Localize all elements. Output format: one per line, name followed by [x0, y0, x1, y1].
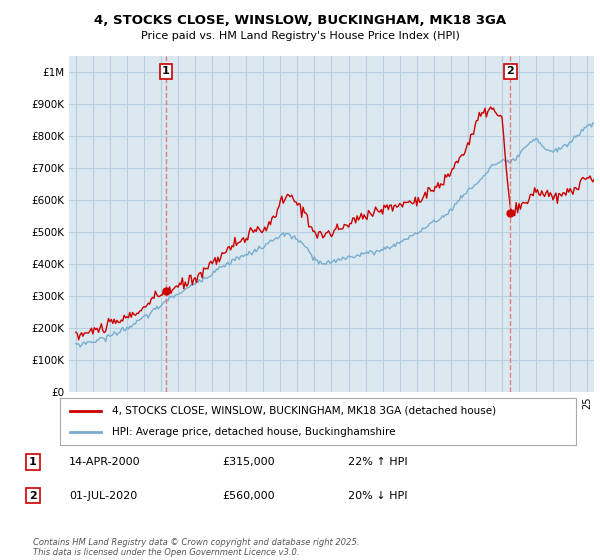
Text: 4, STOCKS CLOSE, WINSLOW, BUCKINGHAM, MK18 3GA (detached house): 4, STOCKS CLOSE, WINSLOW, BUCKINGHAM, MK… [112, 406, 496, 416]
Text: £560,000: £560,000 [222, 491, 275, 501]
Text: 1: 1 [162, 66, 170, 76]
Text: 2: 2 [29, 491, 37, 501]
Text: 4, STOCKS CLOSE, WINSLOW, BUCKINGHAM, MK18 3GA: 4, STOCKS CLOSE, WINSLOW, BUCKINGHAM, MK… [94, 14, 506, 27]
Text: 1: 1 [29, 457, 37, 467]
Text: Contains HM Land Registry data © Crown copyright and database right 2025.
This d: Contains HM Land Registry data © Crown c… [33, 538, 359, 557]
Text: 14-APR-2000: 14-APR-2000 [69, 457, 140, 467]
Text: 20% ↓ HPI: 20% ↓ HPI [348, 491, 407, 501]
Text: £315,000: £315,000 [222, 457, 275, 467]
Text: 22% ↑ HPI: 22% ↑ HPI [348, 457, 407, 467]
Text: HPI: Average price, detached house, Buckinghamshire: HPI: Average price, detached house, Buck… [112, 427, 395, 437]
Text: 2: 2 [506, 66, 514, 76]
Text: Price paid vs. HM Land Registry's House Price Index (HPI): Price paid vs. HM Land Registry's House … [140, 31, 460, 41]
Text: 01-JUL-2020: 01-JUL-2020 [69, 491, 137, 501]
